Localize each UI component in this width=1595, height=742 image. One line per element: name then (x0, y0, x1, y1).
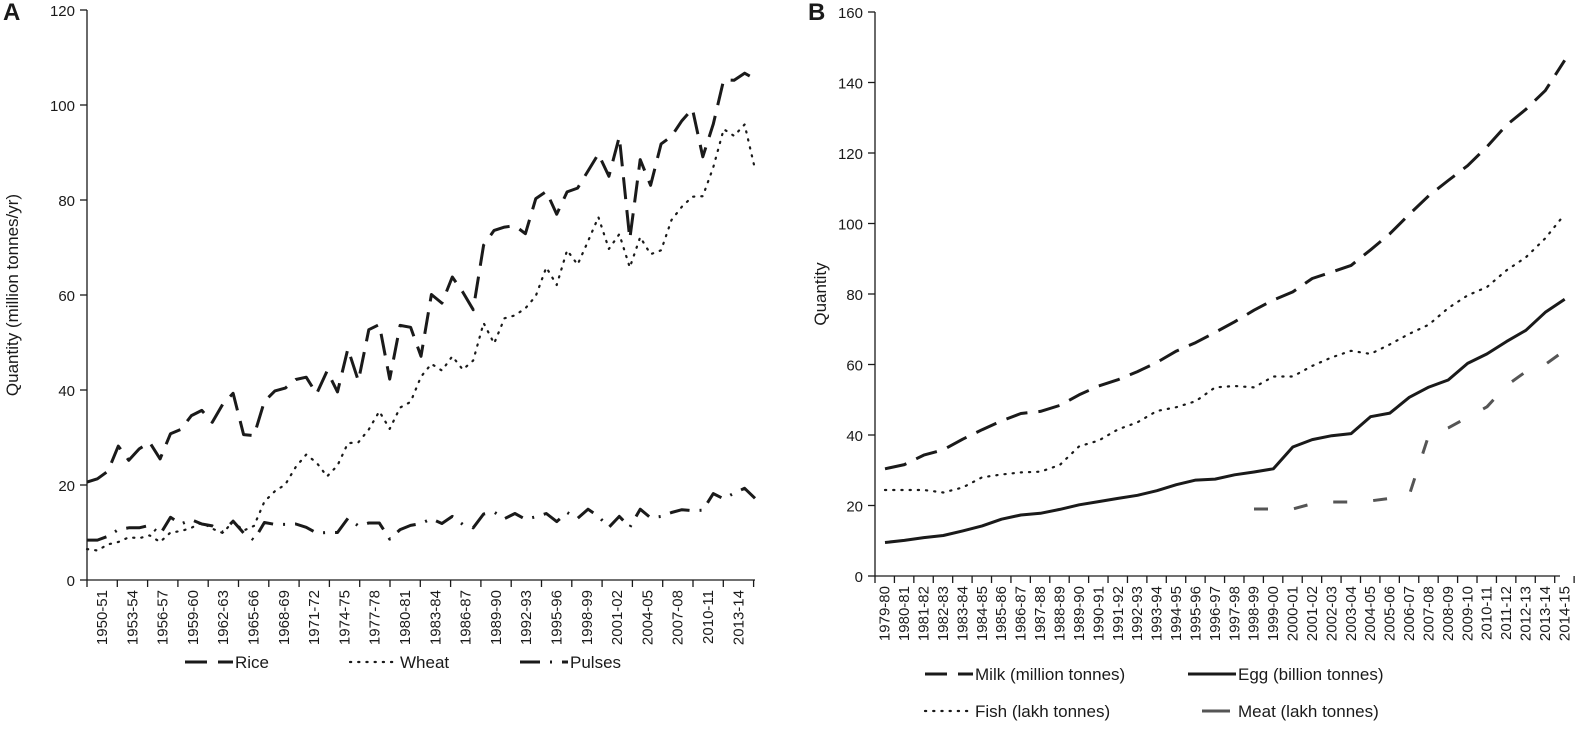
panel-a-x-tick-label: 1989-90 (488, 590, 505, 645)
panel-b-x-tick-label: 1997-98 (1226, 586, 1243, 641)
panel-b-chart: 0 20 40 60 80 100 120 140 160 Quantity 1979-80 1980… (811, 5, 1575, 721)
panel-a-x-tick-label: 1950-51 (94, 590, 111, 645)
panel-b-y-axis-title: Quantity (811, 262, 830, 326)
panel-b-series-fish (883, 213, 1566, 494)
panel-b-y-tick-label: 80 (846, 287, 863, 304)
panel-a-y-tick-label: 0 (67, 573, 75, 590)
panel-b-x-tick-label: 2011-12 (1498, 586, 1515, 640)
panel-a-x-tick-label: 2010-11 (700, 590, 717, 644)
panel-b-x-tick-label: 2010-11 (1479, 586, 1496, 640)
panel-a-x-tick-label: 1995-96 (549, 590, 566, 645)
panel-b-legend-label: Milk (million tonnes) (975, 665, 1125, 684)
panel-a-x-tick-label: 1971-72 (306, 590, 323, 645)
panel-b-x-tick-label: 2009-10 (1459, 586, 1476, 641)
panel-b-x-tick-label: 2008-09 (1440, 586, 1457, 641)
panel-b-y-tick-label: 140 (838, 76, 863, 93)
panel-a-x-tick-label: 1959-60 (185, 590, 202, 645)
panel-b-legend-label: Fish (lakh tonnes) (975, 702, 1110, 721)
panel-a-x-tick-label: 1953-54 (124, 590, 141, 645)
panel-b-x-tick-label: 1998-99 (1246, 586, 1263, 641)
panel-b-x-tick-label: 2006-07 (1401, 586, 1418, 641)
panel-b-x-tick-label: 1980-81 (896, 586, 913, 641)
panel-a-legend-label: Pulses (570, 653, 621, 672)
panel-a-x-tick-label: 2004-05 (639, 590, 656, 645)
panel-a-x-tick-label: 1986-87 (458, 590, 475, 645)
panel-a-x-tick-label: 1977-78 (367, 590, 384, 645)
panel-a-chart: 0 20 40 60 80 100 120 Quantity (million tonnes/… (3, 3, 757, 672)
panel-a-legend-label: Rice (235, 653, 269, 672)
panel-a-y-tick-label: 20 (58, 478, 75, 495)
panel-a-series-pulses (87, 486, 757, 542)
panel-a-y-tick-label: 60 (58, 288, 75, 305)
panel-b-x-tick-label: 1982-83 (935, 586, 952, 641)
panel-b-x-tick-label: 1989-90 (1071, 586, 1088, 641)
panel-b-x-tick-label: 1994-95 (1168, 586, 1185, 641)
panel-b-x-tick-label: 1993-94 (1149, 586, 1166, 641)
panel-b-x-tick-label: 1992-93 (1129, 586, 1146, 641)
panel-b-x-tick-label: 2004-05 (1362, 586, 1379, 641)
panel-b-y-tick-label: 20 (846, 499, 863, 516)
panel-b-x-tick-label: 2012-13 (1518, 586, 1535, 641)
panel-b-x-tick-label: 2005-06 (1382, 586, 1399, 641)
panel-a-y-tick-label: 40 (58, 383, 75, 400)
panel-a-y-axis-title: Quantity (million tonnes/yr) (3, 194, 22, 396)
panel-a-x-tick-label: 1962-63 (215, 590, 232, 645)
panel-a-series-wheat (85, 123, 757, 552)
panel-b-x-tick-label: 1991-92 (1110, 586, 1127, 641)
panel-b-series-egg (884, 298, 1566, 544)
panel-b-x-tick-label: 2014-15 (1556, 586, 1573, 641)
panel-a-x-tick-label: 2013-14 (730, 590, 747, 645)
panel-b-x-tick-label: 1988-89 (1051, 586, 1068, 641)
panel-b-y-tick-label: 0 (855, 569, 863, 586)
panel-b-x-tick-label: 1984-85 (974, 586, 991, 641)
panel-a-label: A (3, 0, 20, 26)
panel-a-y-tick-label: 80 (58, 193, 75, 210)
panel-a-x-tick-label: 1956-57 (155, 590, 172, 645)
panel-a-x-tick-label: 1980-81 (397, 590, 414, 645)
panel-b-legend-label: Meat (lakh tonnes) (1238, 702, 1379, 721)
panel-b-series-meat (1254, 349, 1566, 511)
panel-b-x-tick-label: 2002-03 (1323, 586, 1340, 641)
panel-a-legend-label: Wheat (400, 653, 449, 672)
panel-b-legend-label: Egg (billion tonnes) (1238, 665, 1384, 684)
panel-b-x-tick-label: 1986-87 (1013, 586, 1030, 641)
panel-a-x-tick-label: 1965-66 (246, 590, 263, 645)
panel-b-y-tick-label: 100 (838, 217, 863, 234)
panel-b-x-tick-label: 1985-86 (993, 586, 1010, 641)
panel-b-x-tick-label: 1987-88 (1032, 586, 1049, 641)
panel-a-x-tick-label: 2007-08 (670, 590, 687, 645)
panel-a-y-tick-label: 100 (50, 98, 75, 115)
panel-b-x-tick-label: 1995-96 (1187, 586, 1204, 641)
panel-b-x-tick-label: 2013-14 (1537, 586, 1554, 641)
panel-a-x-tick-label: 1992-93 (518, 590, 535, 645)
panel-b-x-tick-label: 1979-80 (877, 586, 894, 641)
panel-b-y-tick-label: 40 (846, 428, 863, 445)
panel-b-label: B (808, 0, 825, 26)
panel-b-x-tick-label: 1990-91 (1090, 586, 1107, 641)
panel-b-x-tick-label: 2000-01 (1285, 586, 1302, 641)
panel-b-x-tick-label: 1983-84 (954, 586, 971, 641)
panel-b-y-tick-label: 120 (838, 146, 863, 163)
panel-a-x-tick-label: 1998-99 (579, 590, 596, 645)
panel-a-x-tick-label: 1968-69 (276, 590, 293, 645)
panel-b-x-tick-label: 1999-00 (1265, 586, 1282, 641)
panel-b-x-tick-label: 2007-08 (1420, 586, 1437, 641)
panel-b-x-tick-label: 2003-04 (1343, 586, 1360, 641)
panel-b-series-milk (884, 59, 1566, 471)
panel-a-x-tick-label: 1983-84 (427, 590, 444, 645)
panel-b-x-tick-label: 1996-97 (1207, 586, 1224, 641)
panel-a-y-tick-label: 120 (50, 3, 75, 20)
panel-b-x-tick-label: 1981-82 (916, 586, 933, 641)
panel-b-y-tick-label: 60 (846, 358, 863, 375)
panel-b-y-tick-label: 160 (838, 5, 863, 22)
panel-a-x-tick-label: 1974-75 (336, 590, 353, 645)
panel-a-series-rice (86, 71, 756, 484)
panel-a-x-tick-label: 2001-02 (609, 590, 626, 645)
panel-b-x-tick-label: 2001-02 (1304, 586, 1321, 641)
